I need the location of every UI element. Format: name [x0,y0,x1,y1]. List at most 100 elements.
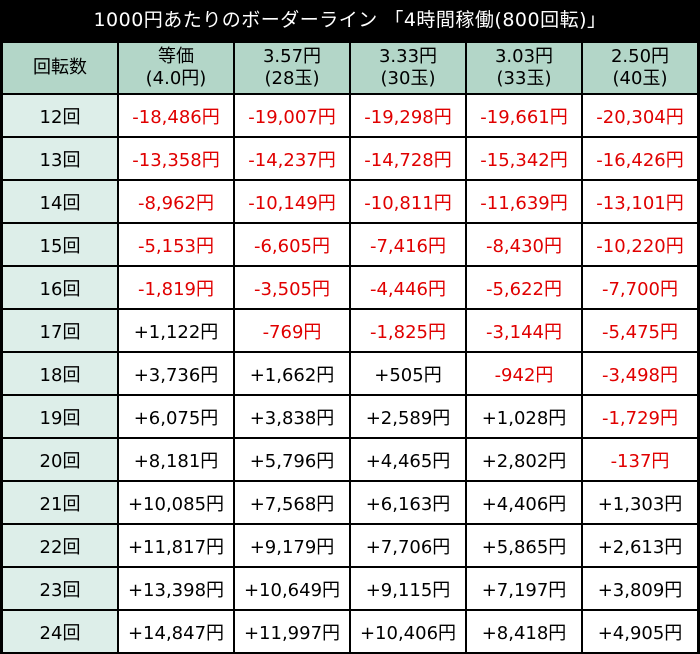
balance-cell: +3,736円 [117,351,235,396]
balance-cell: -20,304円 [581,93,699,138]
table-body: 12回 -18,486円 -19,007円 -19,298円 -19,661円 -20,3… [1,93,699,654]
table-row: 23回 +13,398円 +10,649円 +9,115円 +7,197円 +3,809円 [1,566,699,611]
balance-cell: +11,817円 [117,523,235,568]
balance-cell: -19,007円 [233,93,351,138]
balance-cell: +1,662円 [233,351,351,396]
balance-cell: -15,342円 [465,136,583,181]
balance-cell: -10,811円 [349,179,467,224]
header-col-3-57: 3.57円 (28玉) [233,41,351,95]
balance-cell: +5,796円 [233,437,351,482]
balance-cell: -769円 [233,308,351,353]
table-row: 16回 -1,819円 -3,505円 -4,446円 -5,622円 -7,700円 [1,265,699,310]
balance-cell: +6,075円 [117,394,235,439]
header-col-line2: (30玉) [380,68,436,89]
balance-cell: +9,115円 [349,566,467,611]
balance-cell: -19,298円 [349,93,467,138]
balance-cell: +5,865円 [465,523,583,568]
header-col-2-50: 2.50円 (40玉) [581,41,699,95]
balance-cell: -6,605円 [233,222,351,267]
table-row: 21回 +10,085円 +7,568円 +6,163円 +4,406円 +1,303円 [1,480,699,525]
row-label-spins: 22回 [1,523,119,568]
table-row: 22回 +11,817円 +9,179円 +7,706円 +5,865円 +2,613円 [1,523,699,568]
table-row: 15回 -5,153円 -6,605円 -7,416円 -8,430円 -10,220円 [1,222,699,267]
balance-cell: +7,197円 [465,566,583,611]
header-col-line1: 3.33円 [378,46,438,67]
balance-cell: -19,661円 [465,93,583,138]
balance-cell: +10,649円 [233,566,351,611]
table-row: 17回 +1,122円 -769円 -1,825円 -3,144円 -5,475円 [1,308,699,353]
balance-cell: +8,181円 [117,437,235,482]
balance-cell: +9,179円 [233,523,351,568]
row-label-spins: 19回 [1,394,119,439]
header-col-tōka: 等価 (4.0円) [117,41,235,95]
header-col-3-03: 3.03円 (33玉) [465,41,583,95]
table-row: 19回 +6,075円 +3,838円 +2,589円 +1,028円 -1,729円 [1,394,699,439]
row-label-spins: 12回 [1,93,119,138]
balance-cell: -3,498円 [581,351,699,396]
balance-cell: +1,303円 [581,480,699,525]
header-col-3-33: 3.33円 (30玉) [349,41,467,95]
header-row-label: 回転数 [1,41,119,95]
balance-cell: -10,220円 [581,222,699,267]
balance-cell: -1,819円 [117,265,235,310]
table-row: 20回 +8,181円 +5,796円 +4,465円 +2,802円 -137円 [1,437,699,482]
row-label-spins: 23回 [1,566,119,611]
header-col-line1: 3.57円 [262,46,322,67]
balance-cell: +3,838円 [233,394,351,439]
balance-cell: +7,706円 [349,523,467,568]
balance-cell: +1,122円 [117,308,235,353]
header-col-line2: (4.0円) [145,68,207,89]
balance-cell: +2,589円 [349,394,467,439]
balance-cell: +7,568円 [233,480,351,525]
header-row: 回転数 等価 (4.0円) 3.57円 (28玉) 3.33円 (30玉) 3.… [1,41,699,95]
balance-cell: -7,700円 [581,265,699,310]
balance-cell: -8,962円 [117,179,235,224]
row-label-spins: 17回 [1,308,119,353]
balance-cell: -7,416円 [349,222,467,267]
balance-cell: -137円 [581,437,699,482]
row-label-spins: 16回 [1,265,119,310]
balance-cell: -11,639円 [465,179,583,224]
balance-cell: +4,465円 [349,437,467,482]
balance-cell: -1,729円 [581,394,699,439]
row-label-spins: 14回 [1,179,119,224]
balance-cell: -18,486円 [117,93,235,138]
border-line-table: 回転数 等価 (4.0円) 3.57円 (28玉) 3.33円 (30玉) 3.… [1,41,699,654]
balance-cell: +3,809円 [581,566,699,611]
balance-cell: -14,237円 [233,136,351,181]
table-title: 1000円あたりのボーダーライン 「4時間稼働(800回転)」 [93,9,607,31]
balance-cell: -16,426円 [581,136,699,181]
header-col-line1: 2.50円 [610,46,670,67]
balance-cell: -10,149円 [233,179,351,224]
row-label-spins: 21回 [1,480,119,525]
header-col-line2: (33玉) [496,68,552,89]
balance-cell: -13,358円 [117,136,235,181]
balance-cell: +2,802円 [465,437,583,482]
header-col-line1: 等価 [158,46,194,67]
row-label-spins: 20回 [1,437,119,482]
row-label-spins: 18回 [1,351,119,396]
balance-cell: +13,398円 [117,566,235,611]
table-row: 12回 -18,486円 -19,007円 -19,298円 -19,661円 -20,3… [1,93,699,138]
balance-cell: -942円 [465,351,583,396]
balance-cell: +1,028円 [465,394,583,439]
balance-cell: -5,153円 [117,222,235,267]
table-row: 14回 -8,962円 -10,149円 -10,811円 -11,639円 -13,10… [1,179,699,224]
balance-cell: -5,475円 [581,308,699,353]
balance-cell: +6,163円 [349,480,467,525]
balance-cell: +4,406円 [465,480,583,525]
table-row: 13回 -13,358円 -14,237円 -14,728円 -15,342円 -16,4… [1,136,699,181]
row-label-spins: 15回 [1,222,119,267]
balance-cell: +505円 [349,351,467,396]
balance-cell: -14,728円 [349,136,467,181]
balance-cell: -13,101円 [581,179,699,224]
balance-cell: -3,505円 [233,265,351,310]
balance-cell: -3,144円 [465,308,583,353]
table-row: 18回 +3,736円 +1,662円 +505円 -942円 -3,498円 [1,351,699,396]
balance-cell: -8,430円 [465,222,583,267]
balance-cell: -1,825円 [349,308,467,353]
row-label-spins: 13回 [1,136,119,181]
balance-cell: +10,085円 [117,480,235,525]
header-col-line2: (28玉) [264,68,320,89]
